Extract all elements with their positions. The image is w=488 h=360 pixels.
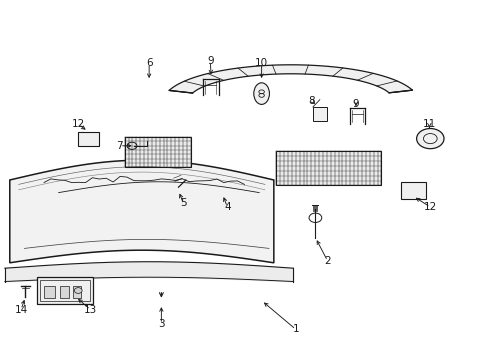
Bar — [44, 286, 55, 298]
Bar — [312, 107, 326, 121]
Text: 8: 8 — [308, 96, 315, 106]
Ellipse shape — [253, 83, 269, 104]
Text: 7: 7 — [116, 141, 123, 151]
Text: 13: 13 — [83, 305, 97, 315]
Bar — [124, 137, 190, 167]
Text: 5: 5 — [180, 198, 186, 208]
Text: 6: 6 — [145, 58, 152, 68]
Text: 12: 12 — [423, 202, 436, 212]
Text: 4: 4 — [224, 202, 230, 212]
Circle shape — [416, 129, 443, 149]
Bar — [78, 132, 99, 146]
Text: 3: 3 — [158, 319, 164, 329]
Text: 14: 14 — [14, 305, 28, 315]
Text: 10: 10 — [255, 58, 267, 68]
Bar — [276, 151, 381, 185]
Bar — [37, 277, 93, 304]
Text: 12: 12 — [71, 119, 85, 129]
Text: 11: 11 — [422, 119, 435, 129]
Bar — [40, 280, 90, 301]
Text: 9: 9 — [206, 56, 213, 66]
Text: 9: 9 — [352, 99, 359, 109]
Polygon shape — [169, 65, 411, 93]
Polygon shape — [10, 160, 273, 263]
Bar — [73, 286, 81, 298]
Text: 1: 1 — [292, 324, 299, 334]
Circle shape — [74, 288, 82, 293]
Text: 2: 2 — [324, 256, 330, 266]
Bar — [60, 286, 69, 298]
Bar — [400, 182, 426, 199]
